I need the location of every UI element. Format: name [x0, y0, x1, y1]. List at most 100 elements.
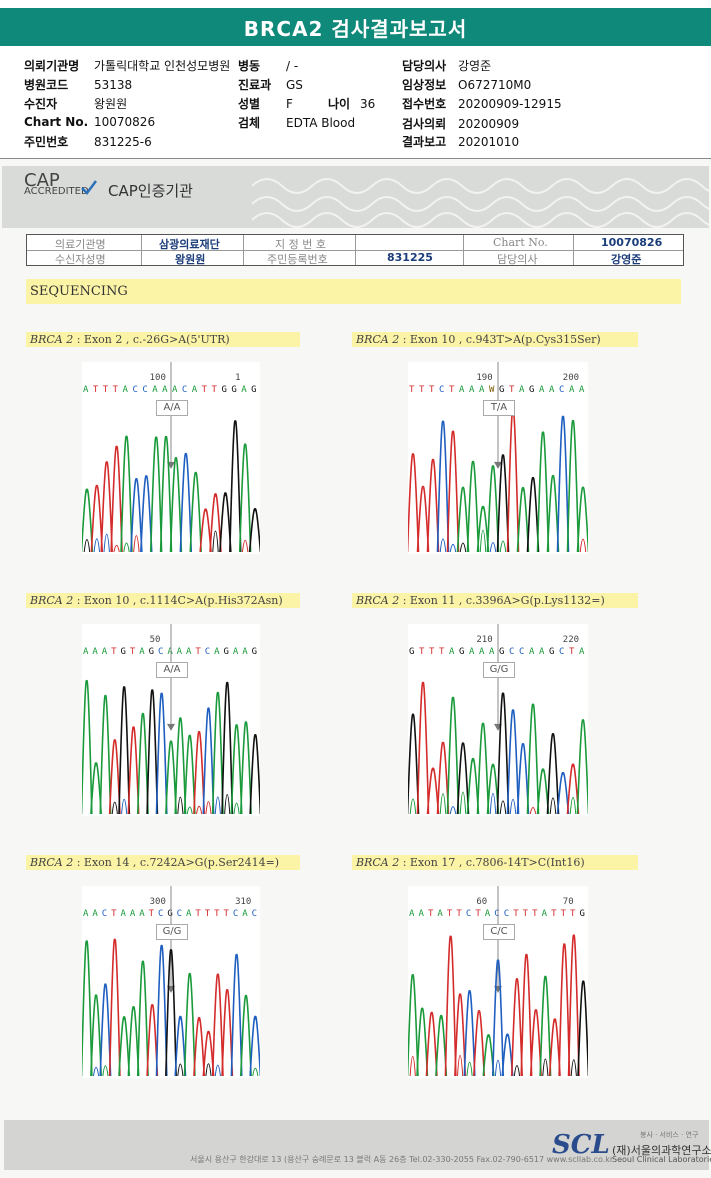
trace-peak [108, 739, 121, 815]
base-letter: T [103, 385, 109, 395]
gene-name: BRCA 2 [30, 594, 74, 607]
chromatogram: 50 A A A T G T A G C A A A T C A G A A G A/A [82, 624, 260, 816]
base-letter: A [242, 647, 248, 657]
base-letter: T [111, 909, 117, 919]
base-letter: G [499, 385, 504, 395]
trace-peak [426, 767, 440, 815]
trace-peak [82, 940, 93, 1077]
base-letter: C [205, 647, 210, 657]
check-icon [81, 180, 97, 195]
position-label: 210 [476, 635, 492, 645]
field-value: O672710M0 [458, 78, 532, 92]
trace-peak [482, 1034, 495, 1077]
field-value: 20201010 [458, 135, 520, 149]
trace-peak [556, 415, 570, 553]
base-letter: G [251, 385, 256, 395]
genotype-call: C/C [483, 924, 515, 940]
variant-desc: : Exon 11 , c.3396A>G(p.Lys1132=) [399, 594, 605, 607]
info-label: Chart No. [493, 236, 548, 249]
footer-address: 서울시 용산구 한강대로 13 (용산구 숭례문로 13 블럭 A동 26층 T… [190, 1155, 614, 1164]
trace-peak [211, 973, 224, 1077]
trace-peak [196, 805, 203, 815]
sequencing-band [26, 279, 681, 304]
base-letter: A [172, 385, 178, 395]
chromatogram: 100 1 A T T T A C C A A A C A T T G G A G A/A [82, 362, 260, 554]
trace-peak [103, 533, 110, 553]
position-label: 190 [476, 373, 492, 383]
field-physician: 담당의사 강영준 [402, 57, 491, 74]
trace-peak [177, 1063, 184, 1077]
base-letter: A [459, 385, 465, 395]
field-ward: 병동 / - [238, 57, 298, 74]
trace-peak [454, 993, 467, 1077]
base-letter: C [504, 909, 509, 919]
trace-peak [416, 485, 430, 553]
variant-desc: : Exon 17 , c.7806-14T>C(Int16) [399, 856, 585, 869]
trace-peak [121, 798, 128, 815]
gene-name: BRCA 2 [30, 333, 74, 346]
field-value: 왕원원 [94, 97, 128, 111]
trace-svg: 50A A A T G T A G C A A A T C A G A A G [82, 624, 260, 815]
trace-peak [446, 430, 460, 553]
base-letter: T [447, 909, 453, 919]
trace-peak [193, 1017, 206, 1077]
trace-peak [456, 486, 470, 553]
genotype-call: T/A [483, 400, 515, 416]
genotype-call: A/A [156, 662, 188, 678]
field-value: 가톨릭대학교 인천성모병원 [94, 59, 231, 73]
base-letter: T [513, 909, 519, 919]
field-label: 접수번호 [402, 97, 447, 111]
trace-peak [446, 696, 460, 815]
base-letter: C [233, 909, 238, 919]
scl-name: (재)서울의과학연구소 [612, 1144, 711, 1157]
trace-peak [436, 420, 450, 553]
base-letter: A [139, 909, 145, 919]
base-letter: T [212, 385, 218, 395]
trace-peak [82, 679, 93, 815]
info-value: 831225 [387, 251, 433, 264]
base-letter: G [409, 647, 414, 657]
trace-peak [456, 742, 470, 815]
base-letter: T [523, 909, 529, 919]
base-letter: A [83, 385, 89, 395]
trace-peak [529, 1009, 542, 1077]
trace-peak [155, 944, 168, 1077]
base-letter: A [549, 385, 555, 395]
trace-peak [499, 540, 507, 553]
gene-name: BRCA 2 [356, 856, 400, 869]
trace-peak [241, 539, 249, 553]
panel-caption: BRCA 2 : Exon 17 , c.7806-14T>C(Int16) [352, 855, 638, 870]
base-letter: C [158, 647, 163, 657]
trace-peak [174, 717, 187, 815]
position-label: 200 [563, 373, 579, 383]
base-letter: C [158, 909, 163, 919]
base-letter: T [419, 647, 425, 657]
base-letter: G [580, 909, 585, 919]
base-letter: A [479, 647, 485, 657]
trace-peak [510, 978, 523, 1077]
trace-peak [219, 492, 232, 553]
genotype-call: G/G [156, 924, 188, 940]
trace-peak [136, 712, 149, 815]
base-letter: A [489, 647, 495, 657]
base-letter: G [459, 647, 464, 657]
sequencing-title: SEQUENCING [30, 284, 128, 299]
trace-peak [193, 730, 206, 815]
trace-peak [136, 960, 149, 1077]
trace-peak [118, 1016, 131, 1077]
base-letter: A [139, 647, 145, 657]
base-letter: G [221, 385, 226, 395]
field-value: 831225-6 [94, 135, 152, 149]
field-specimen: 검체 EDTA Blood [238, 114, 355, 131]
base-letter: T [429, 385, 435, 395]
trace-peak [546, 474, 560, 553]
trace-peak [435, 1014, 448, 1077]
base-letter: T [439, 647, 445, 657]
base-letter: T [429, 647, 435, 657]
trace-peak [466, 757, 480, 815]
trace-peak [202, 707, 215, 815]
trace-peak [239, 994, 252, 1077]
base-letter: T [509, 385, 515, 395]
field-value: GS [286, 78, 303, 92]
